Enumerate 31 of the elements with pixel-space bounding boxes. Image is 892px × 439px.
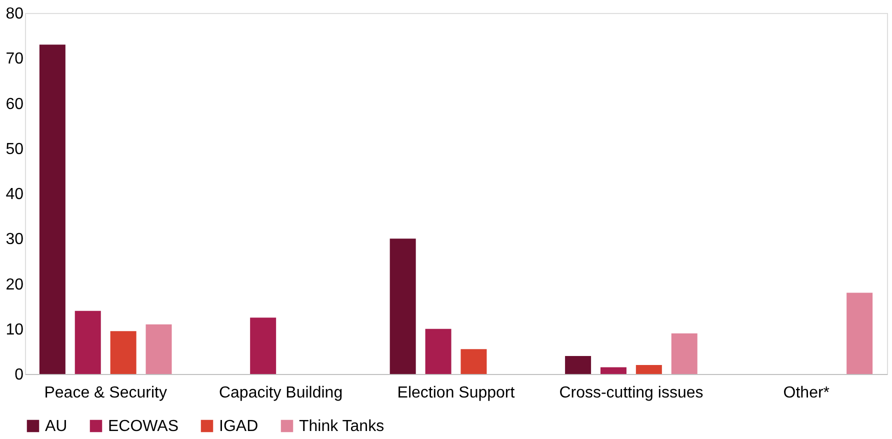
y-tick-label: 50 bbox=[6, 140, 24, 158]
bar bbox=[636, 364, 662, 374]
y-tick-label: 10 bbox=[6, 321, 24, 338]
bar bbox=[146, 324, 172, 374]
bar bbox=[39, 44, 66, 374]
y-tick-label: 0 bbox=[14, 366, 24, 384]
x-tick-label: Other* bbox=[783, 384, 830, 402]
bar bbox=[110, 331, 136, 374]
x-tick-label: Capacity Building bbox=[218, 384, 343, 402]
legend-label: Think Tanks bbox=[299, 418, 384, 435]
bar bbox=[425, 328, 452, 374]
legend-label: IGAD bbox=[219, 418, 258, 435]
bar bbox=[460, 349, 487, 374]
bar bbox=[565, 356, 592, 374]
y-tick-label: 30 bbox=[6, 231, 24, 248]
bar bbox=[671, 333, 698, 374]
bar bbox=[390, 238, 416, 374]
bar bbox=[846, 292, 873, 374]
bar bbox=[250, 318, 276, 374]
bar bbox=[74, 310, 101, 374]
y-tick-label: 60 bbox=[6, 96, 24, 113]
legend-label: AU bbox=[45, 418, 68, 435]
x-tick-label: Peace & Security bbox=[44, 384, 167, 402]
legend-label: ECOWAS bbox=[108, 418, 179, 435]
y-tick-label: 70 bbox=[6, 50, 24, 68]
bar bbox=[600, 367, 626, 374]
y-tick-label: 40 bbox=[6, 186, 24, 203]
x-tick-label: Election Support bbox=[397, 384, 516, 402]
y-tick-label: 20 bbox=[6, 276, 24, 294]
y-tick-label: 80 bbox=[6, 6, 24, 22]
x-tick-label: Cross-cutting issues bbox=[559, 384, 704, 402]
